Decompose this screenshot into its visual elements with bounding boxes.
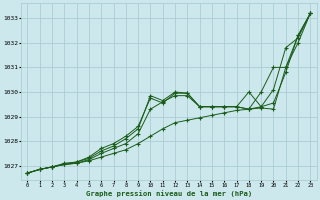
X-axis label: Graphe pression niveau de la mer (hPa): Graphe pression niveau de la mer (hPa) [86, 190, 252, 197]
